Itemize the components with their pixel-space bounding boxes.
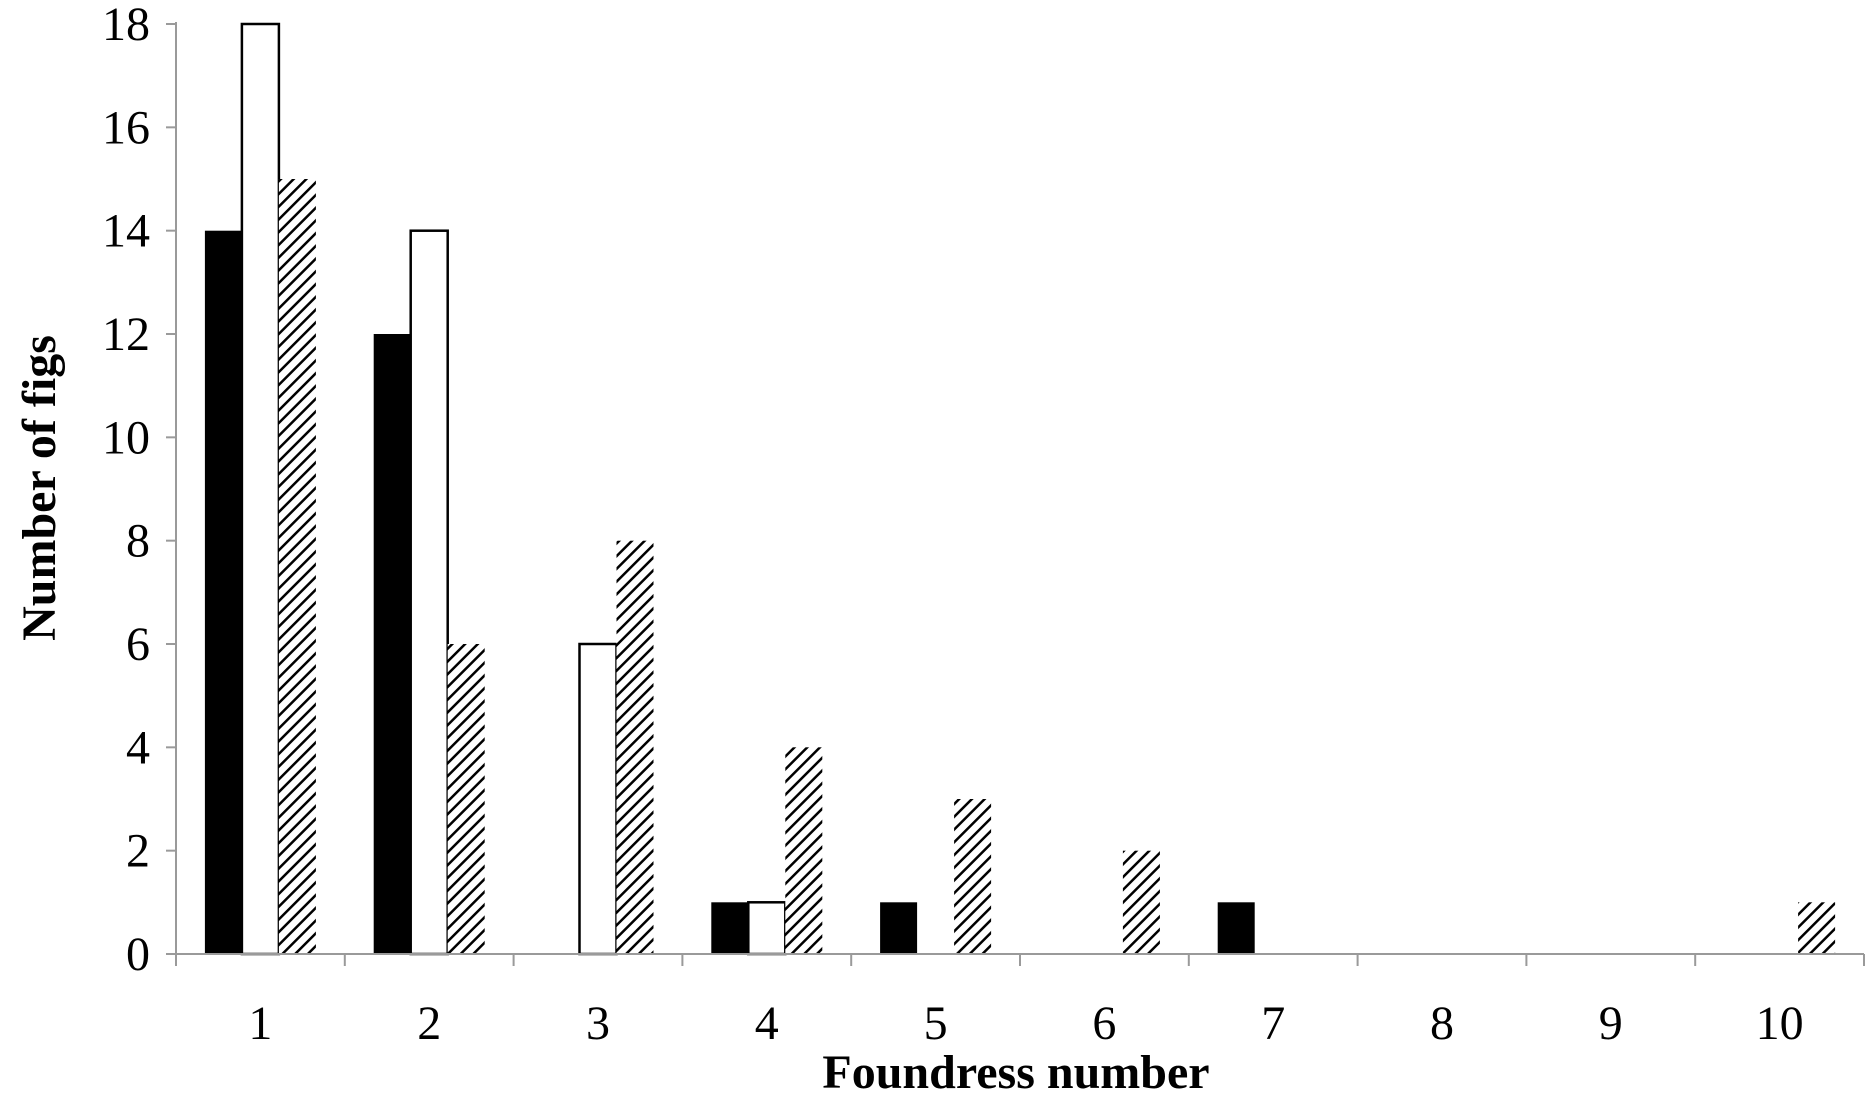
bar-series-3-cat-2 [447, 644, 485, 954]
bars-layer [204, 22, 1836, 956]
bar-series-2-cat-3 [578, 642, 618, 956]
x-tick-label-4: 4 [755, 997, 779, 1050]
y-tick-label-4: 4 [126, 721, 150, 774]
x-tick-label-10: 10 [1756, 997, 1804, 1050]
y-tick-label-12: 12 [102, 308, 150, 361]
bar-series-2-cat-4 [747, 901, 787, 956]
x-axis-title: Foundress number [822, 1046, 1209, 1099]
x-tick-label-1: 1 [248, 997, 272, 1050]
bar-series-3-cat-4 [785, 747, 823, 954]
x-tick-label-6: 6 [1092, 997, 1116, 1050]
y-axis-title: Number of figs [13, 335, 66, 641]
y-tick-label-8: 8 [126, 515, 150, 568]
bar-series-1-cat-4 [711, 902, 749, 954]
bar-series-3-cat-3 [616, 540, 654, 954]
y-tick-label-14: 14 [102, 205, 150, 258]
y-tick-label-16: 16 [102, 101, 150, 154]
bar-series-1-cat-5 [880, 902, 918, 954]
bar-series-2-cat-2 [409, 229, 449, 956]
y-tick-label-18: 18 [102, 0, 150, 51]
bar-series-3-cat-5 [954, 799, 992, 954]
bar-series-3-cat-10 [1798, 902, 1836, 954]
y-tick-label-0: 0 [126, 928, 150, 981]
bar-series-2-cat-1 [240, 22, 281, 956]
x-tick-label-8: 8 [1430, 997, 1454, 1050]
y-tick-label-2: 2 [126, 825, 150, 878]
bar-series-1-cat-2 [373, 334, 411, 954]
bar-series-1-cat-7 [1217, 902, 1255, 954]
bar-series-1-cat-1 [204, 230, 242, 954]
x-tick-label-5: 5 [924, 997, 948, 1050]
x-tick-label-3: 3 [586, 997, 610, 1050]
axes-layer [166, 22, 1865, 966]
x-tick-label-9: 9 [1599, 997, 1623, 1050]
bar-series-3-cat-6 [1122, 850, 1160, 954]
y-tick-label-6: 6 [126, 618, 150, 671]
bar-series-3-cat-1 [278, 179, 316, 954]
x-tick-label-2: 2 [417, 997, 441, 1050]
y-tick-label-10: 10 [102, 411, 150, 464]
x-tick-label-7: 7 [1261, 997, 1285, 1050]
